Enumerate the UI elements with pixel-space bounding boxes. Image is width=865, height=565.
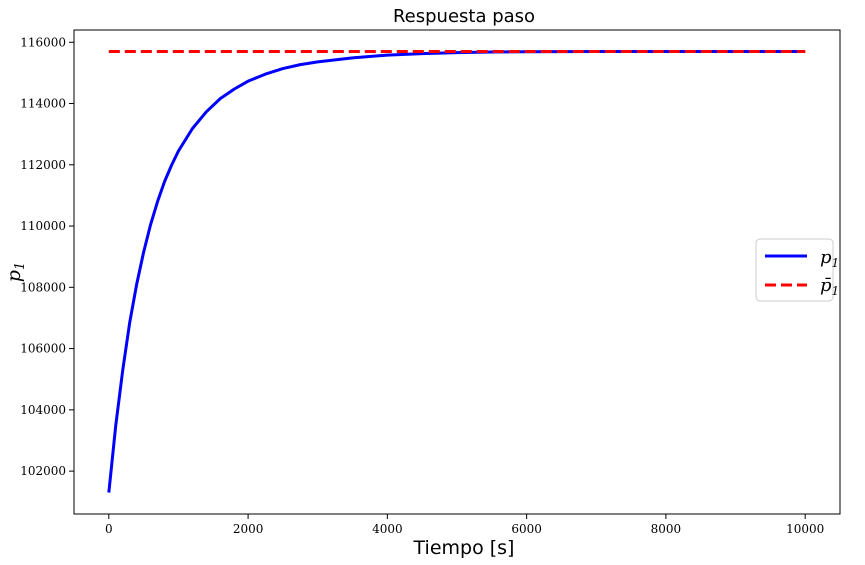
- y-tick-label: 116000: [20, 35, 66, 49]
- y-tick-label: 114000: [20, 97, 66, 111]
- y-tick-label: 108000: [20, 280, 66, 294]
- y-axis-ticks: 102000 104000 106000 108000 110000 112000 1140…: [20, 35, 74, 478]
- legend: p1 p̄1: [755, 238, 839, 302]
- y-tick-label: 110000: [20, 219, 66, 233]
- series-line-0: [107, 49, 806, 493]
- x-tick-label: 8000: [651, 522, 682, 536]
- series-layer: [107, 49, 806, 493]
- x-axis-ticks: 0 2000 4000 6000 8000 10000: [105, 514, 824, 536]
- legend-label-p1: p1: [820, 247, 839, 270]
- plot-area: 0 2000 4000 6000 8000 10000 102000 104000 10600…: [20, 29, 841, 536]
- y-axis-label-main: p: [3, 270, 25, 282]
- x-tick-label: 6000: [511, 522, 542, 536]
- y-tick-label: 112000: [20, 158, 66, 172]
- x-tick-label: 0: [105, 522, 113, 536]
- legend-label-pbar1: p̄1: [820, 275, 839, 298]
- y-axis-label-sub: 1: [13, 262, 28, 270]
- chart-title: Respuesta paso: [393, 6, 535, 27]
- y-tick-label: 104000: [20, 403, 66, 417]
- y-tick-label: 106000: [20, 342, 66, 356]
- x-tick-label: 10000: [786, 522, 824, 536]
- x-tick-label: 4000: [372, 522, 403, 536]
- x-axis-label: Tiempo [s]: [413, 537, 515, 559]
- x-tick-label: 2000: [233, 522, 264, 536]
- plot-frame: [73, 29, 841, 515]
- y-tick-label: 102000: [20, 464, 66, 478]
- y-axis-label: p1: [3, 262, 28, 282]
